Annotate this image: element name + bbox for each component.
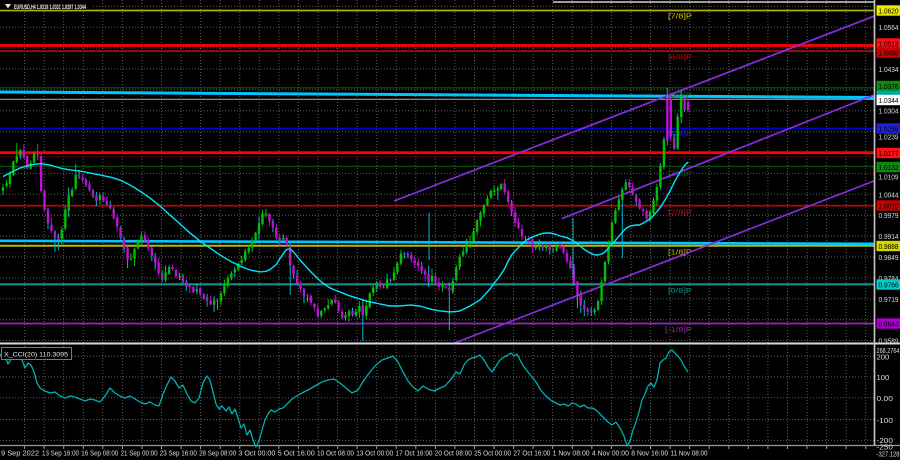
svg-text:1.0239: 1.0239	[879, 133, 899, 142]
svg-text:1.0109: 1.0109	[879, 173, 899, 182]
svg-text:1.0513: 1.0513	[879, 40, 899, 49]
svg-text:[2/8]P: [2/8]P	[668, 208, 692, 217]
svg-text:200: 200	[877, 353, 890, 362]
svg-text:1 Nov 08:00: 1 Nov 08:00	[553, 449, 590, 458]
svg-text:[-1/8]P: [-1/8]P	[665, 325, 692, 334]
svg-text:[1/8]P: [1/8]P	[668, 248, 692, 257]
svg-text:-250: -250	[877, 442, 893, 451]
svg-text:9 Sep 2022: 9 Sep 2022	[1, 449, 39, 458]
svg-text:0.9888: 0.9888	[879, 242, 899, 251]
svg-text:1.0044: 1.0044	[879, 190, 899, 199]
svg-text:[4/8]P: [4/8]P	[668, 129, 692, 138]
svg-text:28 Sep 08:00: 28 Sep 08:00	[199, 449, 236, 458]
svg-text:X_CCI(20) 110.3095: X_CCI(20) 110.3095	[4, 352, 68, 359]
svg-text:[5/8]P: [5/8]P	[668, 90, 692, 99]
svg-text:0.9719: 0.9719	[879, 295, 899, 304]
svg-text:13 Oct 00:00: 13 Oct 00:00	[356, 449, 393, 458]
svg-text:[7/8]P: [7/8]P	[668, 12, 692, 21]
svg-text:23 Sep 16:00: 23 Sep 16:00	[160, 449, 197, 458]
svg-text:10 Oct 08:00: 10 Oct 08:00	[317, 449, 354, 458]
svg-text:-200: -200	[877, 436, 893, 445]
svg-text:16 Sep 08:00: 16 Sep 08:00	[81, 449, 118, 458]
svg-text:1.0255: 1.0255	[879, 125, 899, 134]
svg-text:-327.128: -327.128	[877, 450, 900, 459]
svg-text:0.9979: 0.9979	[879, 211, 899, 220]
svg-text:1.0434: 1.0434	[879, 65, 899, 74]
svg-text:EURUSD,H4 1.0319 1.0331 1.029: EURUSD,H4 1.0319 1.0331 1.0297 1.0344	[14, 4, 86, 11]
svg-text:20 Oct 08:00: 20 Oct 08:00	[435, 449, 472, 458]
svg-text:1.0132: 1.0132	[879, 163, 899, 172]
svg-text:1.0177: 1.0177	[879, 149, 899, 158]
svg-text:0.9766: 0.9766	[879, 281, 899, 290]
svg-text:4 Nov 00:00: 4 Nov 00:00	[592, 449, 629, 458]
svg-text:21 Sep 00:00: 21 Sep 00:00	[121, 449, 158, 458]
svg-text:5 Oct 16:00: 5 Oct 16:00	[278, 449, 315, 458]
svg-text:1.0564: 1.0564	[879, 23, 899, 32]
svg-text:1.0344: 1.0344	[879, 96, 899, 105]
svg-text:[3/8]P: [3/8]P	[668, 169, 692, 178]
svg-text:8 Nov 16:00: 8 Nov 16:00	[631, 449, 668, 458]
svg-text:3 Oct 00:00: 3 Oct 00:00	[238, 449, 275, 458]
svg-text:1.0620: 1.0620	[879, 7, 899, 16]
svg-text:0.9784: 0.9784	[879, 274, 899, 283]
svg-text:268.2764: 268.2764	[877, 346, 900, 355]
svg-text:13 Sep 16:00: 13 Sep 16:00	[42, 449, 79, 458]
svg-text:1.0010: 1.0010	[879, 202, 899, 211]
svg-text:1.0498: 1.0498	[879, 49, 899, 58]
svg-text:0.9849: 0.9849	[879, 253, 899, 262]
svg-text:100: 100	[877, 373, 890, 382]
svg-text:11 Nov 08:00: 11 Nov 08:00	[671, 449, 708, 458]
svg-text:[6/8]P: [6/8]P	[668, 53, 692, 62]
svg-text:25 Oct 00:00: 25 Oct 00:00	[474, 449, 511, 458]
svg-text:27 Oct 16:00: 27 Oct 16:00	[513, 449, 550, 458]
svg-text:0.00: 0.00	[877, 394, 893, 403]
svg-text:[0/8]P: [0/8]P	[668, 286, 692, 295]
svg-text:0.9589: 0.9589	[879, 337, 899, 346]
svg-text:1.0304: 1.0304	[879, 107, 899, 116]
svg-text:1.0376: 1.0376	[879, 82, 899, 91]
svg-text:-100: -100	[877, 416, 893, 425]
svg-text:0.9644: 0.9644	[879, 320, 899, 329]
svg-text:0.9914: 0.9914	[879, 232, 899, 241]
svg-text:17 Oct 16:00: 17 Oct 16:00	[396, 449, 433, 458]
